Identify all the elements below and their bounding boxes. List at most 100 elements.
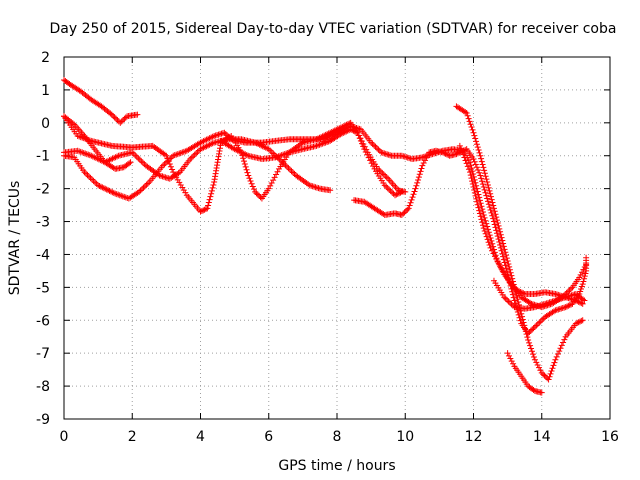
data-point-marker	[515, 298, 522, 305]
data-point-marker	[536, 319, 543, 326]
data-series-track	[504, 350, 545, 396]
data-point-marker	[407, 199, 414, 206]
data-point-marker	[126, 160, 133, 167]
data-point-marker	[558, 342, 565, 349]
data-point-marker	[497, 231, 504, 238]
data-point-marker	[373, 145, 380, 152]
data-point-marker	[442, 150, 449, 157]
data-point-marker	[581, 275, 588, 282]
data-point-marker	[582, 270, 589, 277]
data-point-marker	[557, 345, 564, 352]
data-point-marker	[479, 209, 486, 216]
data-point-marker	[198, 208, 205, 215]
data-point-marker	[491, 208, 498, 215]
data-point-marker	[574, 319, 581, 326]
data-point-marker	[105, 187, 112, 194]
data-point-marker	[481, 227, 488, 234]
data-point-marker	[579, 296, 586, 303]
data-point-marker	[137, 187, 144, 194]
x-tick-label: 6	[264, 429, 273, 445]
data-point-marker	[360, 143, 367, 150]
data-series-track	[456, 142, 590, 311]
data-point-marker	[241, 160, 248, 167]
data-point-marker	[188, 154, 195, 161]
data-point-marker	[546, 373, 553, 380]
data-point-marker	[463, 160, 470, 167]
data-point-marker	[110, 112, 117, 119]
data-point-marker	[167, 163, 174, 170]
data-point-marker	[550, 362, 557, 369]
data-point-marker	[268, 179, 275, 186]
data-point-marker	[471, 132, 478, 139]
data-point-marker	[394, 190, 401, 197]
x-tick-label: 16	[601, 429, 619, 445]
y-tick-label: 1	[41, 83, 50, 99]
data-point-marker	[531, 323, 538, 330]
data-point-marker	[472, 192, 479, 199]
data-point-marker	[467, 169, 474, 176]
data-point-marker	[222, 131, 229, 138]
data-series-track	[217, 126, 405, 199]
data-point-marker	[162, 159, 169, 166]
x-tick-label: 8	[333, 429, 342, 445]
data-point-marker	[472, 179, 479, 186]
data-point-marker	[467, 172, 474, 179]
data-point-marker	[466, 118, 473, 125]
data-point-marker	[514, 296, 521, 303]
data-point-marker	[389, 189, 396, 196]
data-point-marker	[575, 319, 582, 326]
data-point-marker	[470, 156, 477, 163]
data-point-marker	[165, 156, 172, 163]
data-point-marker	[490, 243, 497, 250]
data-point-marker	[110, 189, 117, 196]
data-point-marker	[208, 190, 215, 197]
data-point-marker	[521, 322, 528, 329]
data-point-marker	[121, 115, 128, 122]
data-point-marker	[205, 199, 212, 206]
data-point-marker	[530, 353, 537, 360]
data-point-marker	[478, 175, 485, 182]
data-point-marker	[111, 114, 118, 121]
data-point-marker	[254, 191, 261, 198]
data-point-marker	[479, 181, 486, 188]
data-point-marker	[541, 372, 548, 379]
data-point-marker	[462, 157, 469, 164]
y-tick-label: -7	[36, 346, 50, 362]
data-point-marker	[538, 369, 545, 376]
data-point-marker	[478, 158, 485, 165]
data-point-marker	[410, 191, 417, 198]
data-point-marker	[568, 301, 575, 308]
data-point-marker	[463, 109, 470, 116]
data-point-marker	[273, 171, 280, 178]
data-point-marker	[507, 299, 514, 306]
data-point-marker	[489, 240, 496, 247]
data-point-marker	[477, 200, 484, 207]
data-point-marker	[497, 241, 504, 248]
data-point-marker	[510, 360, 517, 367]
data-point-marker	[398, 211, 405, 218]
data-point-marker	[249, 183, 256, 190]
data-point-marker	[496, 239, 503, 246]
y-tick-label: 0	[41, 116, 50, 132]
data-point-marker	[487, 235, 494, 241]
data-point-marker	[400, 210, 407, 217]
data-point-marker	[563, 290, 570, 297]
data-point-marker	[519, 316, 526, 323]
x-tick-label: 12	[465, 429, 483, 445]
data-point-marker	[467, 121, 474, 128]
data-point-marker	[143, 181, 150, 188]
data-point-marker	[477, 172, 484, 179]
data-point-marker	[492, 211, 499, 218]
data-point-marker	[540, 371, 547, 378]
data-point-marker	[107, 110, 114, 117]
data-point-marker	[327, 187, 334, 194]
data-point-marker	[118, 118, 125, 125]
data-point-marker	[489, 212, 496, 219]
data-point-marker	[367, 157, 374, 164]
data-point-marker	[494, 220, 501, 227]
data-point-marker	[527, 299, 534, 306]
data-point-marker	[248, 180, 255, 187]
data-point-marker	[482, 189, 489, 196]
data-point-marker	[265, 185, 272, 192]
